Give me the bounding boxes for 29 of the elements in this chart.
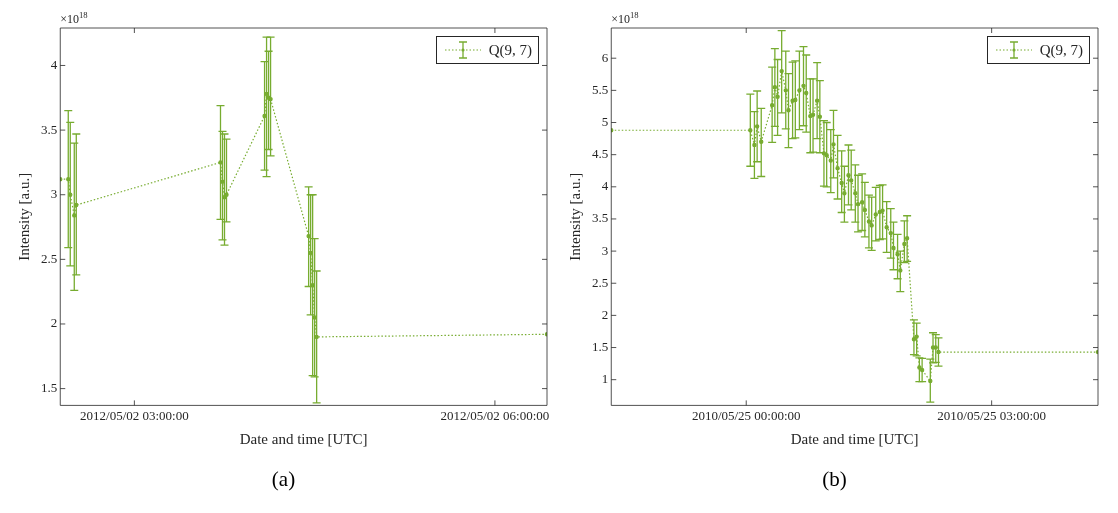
y-tick-label: 1.5: [592, 338, 609, 354]
y-tick-label: 3: [50, 186, 58, 202]
y-tick-label: 5: [601, 113, 609, 129]
x-axis-title: Date and time [UTC]: [239, 430, 368, 447]
y-tick-label: 3.5: [592, 210, 609, 226]
y-tick-label: 5.5: [592, 81, 609, 97]
y-tick-label: 2.5: [41, 250, 58, 266]
y-tick-label: 2: [601, 306, 609, 322]
y-tick-label: 1: [601, 371, 609, 387]
x-tick-label: 2012/05/02 03:00:00: [80, 407, 189, 423]
legend-label: Q(9, 7): [488, 41, 532, 59]
y-tick-label: 2: [50, 315, 58, 331]
y-tick-label: 4: [50, 56, 58, 72]
x-tick-label: 2012/05/02 06:00:00: [440, 407, 550, 423]
y-tick-label: 3.5: [41, 121, 58, 137]
y-tick-label: 4.5: [592, 146, 609, 162]
x-tick-label: 2010/05/25 00:00:00: [691, 407, 801, 423]
y-tick-label: 3: [601, 242, 609, 258]
y-axis-title: Intensity [a.u.]: [15, 172, 32, 261]
text: (a): [271, 467, 296, 492]
y-tick-label: 6: [601, 49, 609, 65]
legend-label: Q(9, 7): [1039, 41, 1083, 59]
y-tick-label: 4: [601, 178, 609, 194]
y-tick-label: 2.5: [592, 274, 609, 290]
y-tick-label: 1.5: [41, 380, 58, 396]
x-tick-label: 2010/05/25 03:00:00: [937, 407, 1046, 423]
x-axis-title: Date and time [UTC]: [790, 430, 919, 447]
y-axis-title: Intensity [a.u.]: [566, 172, 583, 261]
text: (b): [822, 467, 847, 492]
